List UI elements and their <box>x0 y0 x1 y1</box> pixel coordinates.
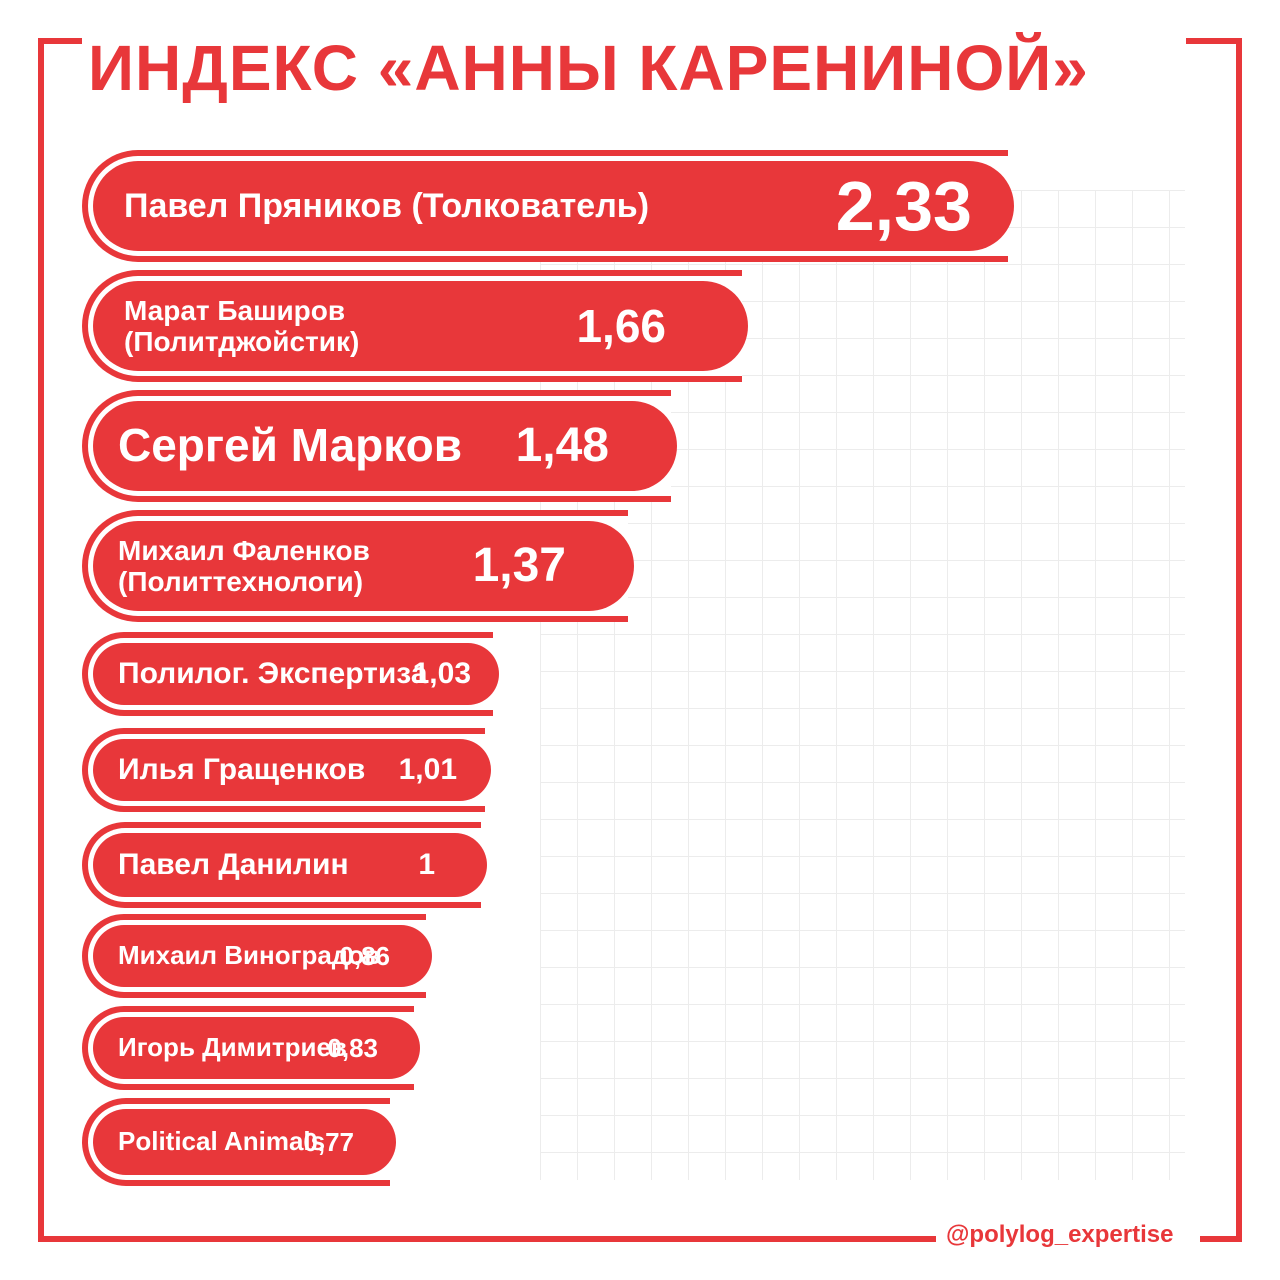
bar-label: Михаил Виноградов <box>118 940 381 970</box>
bar-label: Марат Баширов (Политджойстик) <box>124 295 360 358</box>
bar-label: Михаил Фаленков (Политтехнологи) <box>118 535 370 598</box>
bar-row: Игорь Димитриев 0,83 <box>82 1006 420 1090</box>
frame-left <box>38 38 44 1242</box>
bar-label: Павел Пряников (Толкователь) <box>124 187 650 225</box>
bar-value-label: 0,86 <box>339 941 390 971</box>
bar <box>93 281 748 371</box>
bar-row: Political Animals 0,77 <box>82 1098 396 1186</box>
page-title: ИНДЕКС «АННЫ КАРЕНИНОЙ» <box>88 32 1089 104</box>
bar <box>93 1109 396 1175</box>
bar-label: Сергей Марков <box>118 419 463 471</box>
bar-label: Илья Гращенков <box>118 753 366 786</box>
frame-bottom-left <box>38 1236 936 1242</box>
bar-value-label: 0,83 <box>327 1033 378 1063</box>
frame-top-left <box>38 38 82 44</box>
bar <box>93 1017 420 1079</box>
bar-label: Political Animals <box>118 1126 326 1156</box>
social-handle: @polylog_expertise <box>946 1221 1174 1248</box>
bar-row: Павел Данилин 1 <box>82 822 487 908</box>
bar-row: Михаил Фаленков (Политтехнологи) 1,37 <box>82 510 634 622</box>
bar <box>93 925 432 987</box>
frame-top-right <box>1186 38 1242 44</box>
bar-row: Михаил Виноградов 0,86 <box>82 914 432 998</box>
frame-bottom-right <box>1200 1236 1242 1242</box>
bar <box>93 739 491 801</box>
bar-row: Полилог. Экспертиза 1,03 <box>82 632 499 716</box>
bar <box>93 643 499 705</box>
bar-value-label: 1,37 <box>472 539 566 592</box>
bar <box>93 521 634 611</box>
bar-row: Марат Баширов (Политджойстик) 1,66 <box>82 270 748 382</box>
bar-row: Илья Гращенков 1,01 <box>82 728 491 812</box>
bar-row: Павел Пряников (Толкователь) 2,33 <box>82 150 1014 262</box>
bar-value-label: 1,03 <box>412 657 471 690</box>
bar <box>93 161 1014 251</box>
bar-value-label: 1 <box>418 848 435 881</box>
bar-value-label: 1,01 <box>398 753 457 786</box>
bar-label: Павел Данилин <box>118 848 349 881</box>
bar-value-label: 1,48 <box>515 419 609 472</box>
bar-label: Полилог. Экспертиза <box>118 657 428 690</box>
bar-value-label: 1,66 <box>576 300 666 352</box>
frame-right <box>1236 38 1242 1242</box>
bar-value-label: 2,33 <box>835 167 972 245</box>
bar-label: Игорь Димитриев <box>118 1032 347 1062</box>
bar-row: Сергей Марков 1,48 <box>82 390 677 502</box>
bar <box>93 833 487 897</box>
bar-value-label: 0,77 <box>303 1127 354 1157</box>
bar <box>93 401 677 491</box>
